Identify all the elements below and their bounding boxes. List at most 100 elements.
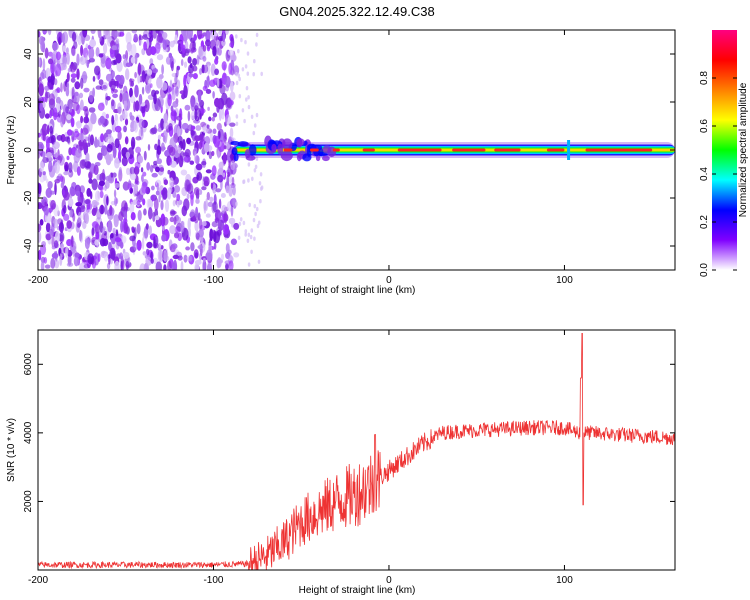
noise-speckle <box>242 179 245 185</box>
noise-speckle <box>218 161 224 170</box>
noise-speckle <box>225 263 229 270</box>
noise-speckle <box>111 60 117 66</box>
noise-speckle <box>207 106 210 111</box>
noise-speckle <box>72 101 80 111</box>
noise-speckle <box>88 107 96 113</box>
noise-speckle <box>175 86 179 97</box>
noise-speckle <box>80 132 84 143</box>
noise-speckle <box>164 199 170 213</box>
noise-speckle <box>153 160 158 166</box>
noise-speckle <box>44 113 50 119</box>
noise-speckle <box>206 249 213 261</box>
noise-speckle <box>63 171 69 176</box>
signal-blob <box>327 146 337 158</box>
noise-speckle <box>222 31 226 43</box>
noise-speckle <box>40 260 45 270</box>
noise-speckle <box>97 152 103 161</box>
noise-speckle <box>195 125 202 131</box>
noise-speckle <box>60 182 65 189</box>
signal-blob <box>282 138 293 151</box>
noise-speckle <box>250 249 253 254</box>
noise-speckle <box>44 201 47 207</box>
spectrogram-y-tick-label: 40 <box>23 48 34 60</box>
noise-speckle <box>168 93 172 100</box>
noise-speckle <box>220 253 225 261</box>
noise-speckle <box>54 179 61 184</box>
noise-speckle <box>205 169 212 174</box>
noise-speckle <box>68 147 73 156</box>
noise-speckle <box>188 73 194 78</box>
noise-speckle <box>110 233 114 239</box>
noise-speckle <box>253 123 257 128</box>
noise-speckle <box>223 145 227 150</box>
noise-speckle <box>245 86 249 91</box>
noise-speckle <box>51 252 59 259</box>
noise-speckle <box>91 208 97 216</box>
noise-speckle <box>232 198 237 209</box>
noise-speckle <box>91 178 98 191</box>
noise-speckle <box>149 58 154 65</box>
noise-speckle <box>173 216 177 226</box>
noise-speckle <box>151 172 158 178</box>
noise-speckle <box>76 68 80 80</box>
noise-speckle <box>146 241 153 249</box>
noise-speckle <box>123 251 130 259</box>
noise-speckle <box>193 34 197 41</box>
noise-speckle <box>159 167 164 172</box>
noise-speckle <box>45 152 53 158</box>
noise-speckle <box>197 107 201 121</box>
noise-speckle <box>176 65 179 78</box>
noise-speckle <box>230 54 237 62</box>
noise-speckle <box>202 64 209 74</box>
noise-speckle <box>145 256 152 266</box>
noise-speckle <box>225 243 230 253</box>
noise-speckle <box>142 171 147 177</box>
noise-speckle <box>121 92 129 101</box>
noise-speckle <box>54 182 57 196</box>
snr-x-tick-label: -100 <box>203 575 223 586</box>
signal-peak-segment <box>494 148 521 152</box>
noise-speckle <box>115 38 120 44</box>
noise-speckle <box>97 102 105 112</box>
noise-speckle <box>111 99 115 107</box>
noise-speckle <box>82 30 88 38</box>
noise-speckle <box>152 257 159 265</box>
signal-peak-segment <box>546 148 565 152</box>
noise-speckle <box>174 151 179 158</box>
noise-speckle <box>52 59 56 72</box>
noise-speckle <box>50 230 53 239</box>
noise-speckle <box>150 46 157 56</box>
noise-speckle <box>217 212 222 220</box>
colorbar-ticks: 0.0 0.2 0.4 0.6 0.8 <box>699 71 737 277</box>
noise-speckle <box>255 206 259 212</box>
noise-speckle <box>46 138 50 152</box>
noise-speckle <box>65 47 69 55</box>
noise-speckle <box>156 33 164 43</box>
noise-speckle <box>47 30 52 36</box>
noise-speckle <box>70 117 75 128</box>
noise-speckle <box>105 57 112 70</box>
noise-speckle <box>178 155 184 168</box>
noise-speckle <box>207 201 214 207</box>
noise-speckle <box>140 167 144 173</box>
noise-speckle <box>88 178 93 184</box>
noise-speckle <box>141 86 145 95</box>
noise-speckle <box>133 242 138 251</box>
noise-speckle <box>186 137 192 145</box>
noise-speckle <box>114 196 118 207</box>
noise-speckle <box>130 212 136 221</box>
noise-speckle <box>104 180 110 189</box>
noise-speckle <box>65 246 69 258</box>
noise-speckle <box>116 60 123 73</box>
noise-speckle <box>253 236 256 241</box>
noise-speckle <box>254 211 257 217</box>
noise-speckle <box>86 187 92 197</box>
noise-speckle <box>211 165 217 177</box>
noise-speckle <box>91 227 95 236</box>
noise-speckle <box>71 235 74 248</box>
noise-speckle <box>190 129 195 136</box>
noise-speckle <box>39 102 43 112</box>
noise-speckle <box>40 40 46 52</box>
noise-speckle <box>216 77 220 88</box>
noise-speckle <box>172 176 179 185</box>
